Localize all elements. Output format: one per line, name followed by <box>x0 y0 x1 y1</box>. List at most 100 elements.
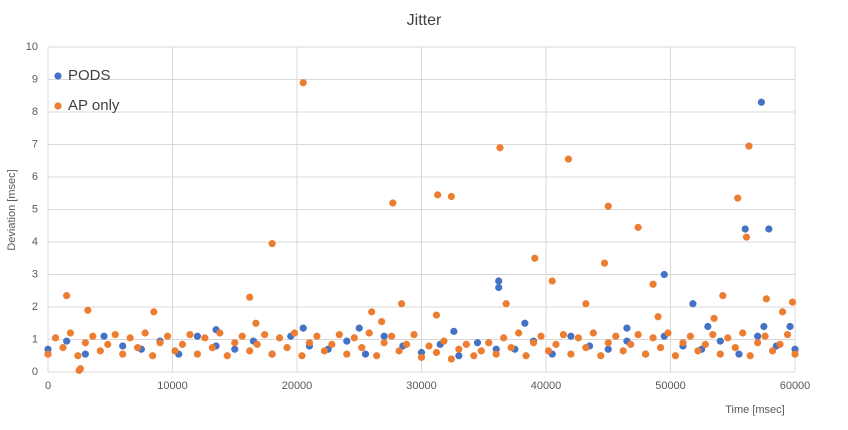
y-tick-label: 10 <box>26 41 38 53</box>
data-point <box>627 340 635 348</box>
data-point <box>786 322 794 331</box>
data-point <box>649 280 657 288</box>
data-point <box>754 339 762 347</box>
legend-label: AP only <box>68 97 120 114</box>
data-point <box>216 329 224 337</box>
data-point <box>735 350 743 358</box>
data-point <box>778 308 787 316</box>
data-point <box>710 314 718 322</box>
data-point <box>104 340 112 348</box>
data-point <box>81 339 89 347</box>
data-point <box>634 223 642 231</box>
data-point <box>368 308 376 316</box>
data-point <box>59 344 67 352</box>
data-point <box>193 332 201 340</box>
data-point <box>582 344 590 352</box>
data-point <box>604 345 612 353</box>
data-point <box>701 340 709 348</box>
data-point <box>141 329 149 337</box>
y-tick-label: 7 <box>32 138 38 150</box>
x-tick-label: 0 <box>45 380 51 392</box>
data-point <box>395 347 403 355</box>
legend-marker <box>54 72 62 80</box>
data-point <box>757 98 765 106</box>
data-point <box>119 342 127 350</box>
data-point <box>231 345 239 353</box>
data-point <box>89 332 97 340</box>
legend-marker <box>54 102 62 110</box>
data-point <box>298 352 306 360</box>
data-point <box>238 332 246 340</box>
data-point <box>765 225 773 233</box>
data-point <box>148 352 157 360</box>
data-point <box>742 233 751 241</box>
data-point <box>252 319 260 327</box>
data-point <box>355 324 363 332</box>
data-point <box>201 334 209 342</box>
data-point <box>76 365 84 373</box>
data-point <box>96 347 104 355</box>
data-point <box>66 329 75 337</box>
data-point <box>604 202 612 210</box>
data-point <box>741 225 749 233</box>
data-point <box>642 350 650 358</box>
data-point <box>84 306 92 314</box>
data-point <box>574 334 582 342</box>
data-point <box>358 344 366 352</box>
data-point <box>689 300 697 308</box>
y-tick-label: 8 <box>32 106 38 118</box>
data-point <box>186 331 194 339</box>
data-point <box>754 332 762 340</box>
y-axis-label: Deviation [msec] <box>6 169 18 250</box>
data-point <box>450 327 458 335</box>
legend-label: PODS <box>68 67 111 84</box>
data-point <box>704 322 712 331</box>
data-point <box>739 329 747 337</box>
data-point <box>597 352 605 360</box>
data-point <box>473 339 482 347</box>
data-point <box>495 283 503 292</box>
data-point <box>305 339 314 347</box>
data-point <box>716 337 724 345</box>
data-point <box>268 240 276 248</box>
data-point <box>343 337 351 345</box>
x-tick-label: 20000 <box>282 380 313 392</box>
data-point <box>783 331 792 339</box>
data-point <box>425 342 433 350</box>
data-point <box>694 347 702 355</box>
data-point <box>529 339 538 347</box>
data-point <box>299 324 307 332</box>
data-point <box>531 254 539 262</box>
data-point <box>380 332 388 340</box>
data-point <box>564 155 573 163</box>
data-point <box>548 277 556 285</box>
data-point <box>768 347 777 355</box>
data-point <box>100 332 108 340</box>
data-point <box>111 331 119 339</box>
data-point <box>126 334 134 342</box>
data-point <box>432 348 441 357</box>
data-point <box>275 334 284 342</box>
data-point <box>485 339 493 347</box>
data-point <box>335 331 343 339</box>
data-point <box>320 347 328 355</box>
data-point <box>567 350 575 358</box>
data-point <box>604 339 612 347</box>
data-point <box>521 319 529 327</box>
data-point <box>410 331 418 339</box>
data-point <box>178 340 187 348</box>
data-point <box>447 355 455 363</box>
data-point <box>313 332 321 340</box>
data-point <box>455 345 463 353</box>
data-point <box>380 339 388 347</box>
x-axis-label: Time [msec] <box>725 404 785 416</box>
data-point <box>378 318 386 326</box>
data-point <box>343 350 351 358</box>
data-point <box>760 322 768 331</box>
data-point <box>492 350 500 358</box>
y-tick-label: 1 <box>32 333 38 345</box>
x-tick-label: 30000 <box>406 380 437 392</box>
data-point <box>776 340 784 348</box>
data-point <box>660 270 668 279</box>
